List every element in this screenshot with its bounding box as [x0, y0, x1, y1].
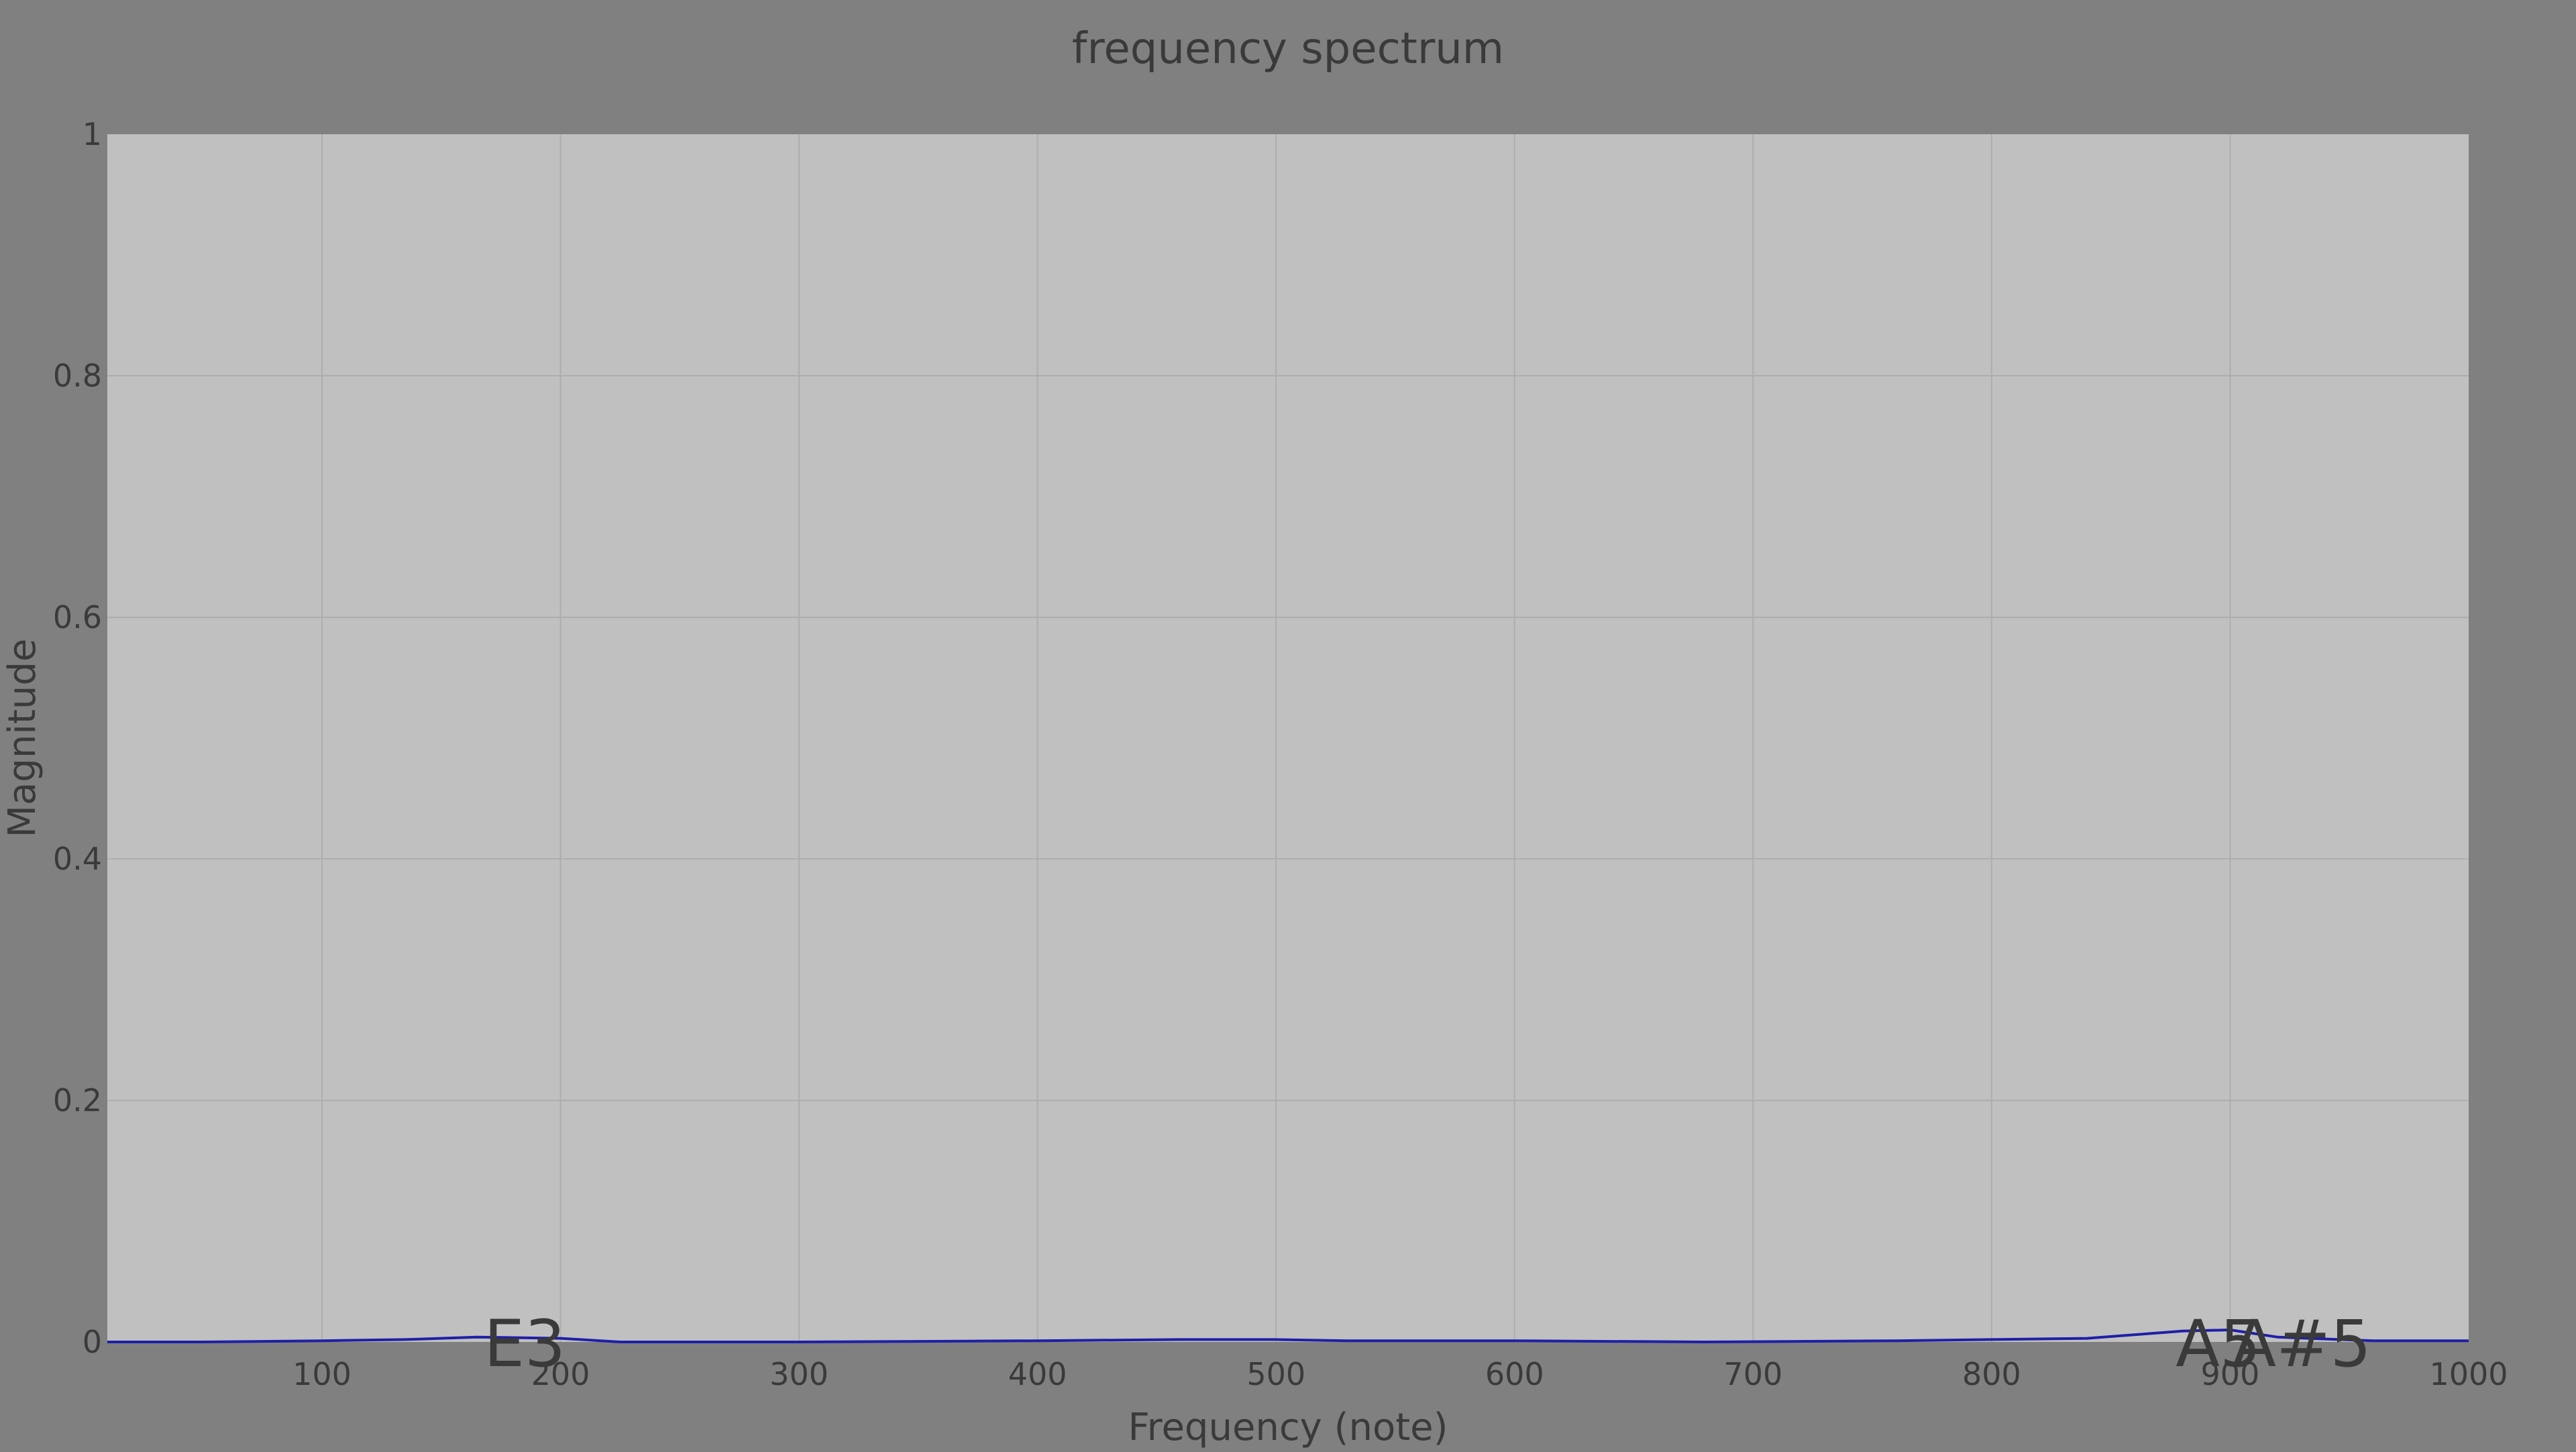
x-tick-label: 300: [769, 1356, 828, 1392]
x-tick-label: 600: [1485, 1356, 1544, 1392]
x-tick-label: 100: [292, 1356, 352, 1392]
tick-labels: 100 200 300 400 500 600 700 800 900 1000 0 0.2 0.4 0.…: [53, 116, 2508, 1392]
series-layer: [107, 1329, 2469, 1343]
x-tick-label: 500: [1246, 1356, 1305, 1392]
y-tick-label: 0.6: [53, 599, 102, 635]
x-tick-label: 700: [1723, 1356, 1782, 1392]
x-tick-label: 200: [531, 1356, 590, 1392]
chart-title: frequency spectrum: [1072, 24, 1504, 74]
y-tick-label: 0.8: [53, 358, 102, 394]
x-tick-label: 1000: [2429, 1356, 2508, 1392]
y-tick-label: 0: [83, 1324, 102, 1360]
plot-area: [107, 134, 2469, 1342]
y-tick-label: 0.2: [53, 1082, 102, 1119]
y-tick-label: 1: [83, 116, 102, 152]
annotations: E3 A5A#5: [484, 1306, 2371, 1382]
y-tick-label: 0.4: [53, 841, 102, 877]
note-annotation: A#5: [2233, 1306, 2371, 1382]
x-tick-label: 900: [2201, 1356, 2260, 1392]
x-axis-label: Frequency (note): [1128, 1406, 1448, 1449]
x-tick-label: 400: [1008, 1356, 1067, 1392]
y-axis-label: Magnitude: [1, 639, 44, 838]
series-line-0: [107, 1329, 2469, 1343]
note-annotation: A5: [2176, 1306, 2261, 1382]
grid-lines: [107, 134, 2469, 1342]
note-annotation: E3: [484, 1306, 566, 1382]
x-tick-label: 800: [1962, 1356, 2021, 1392]
